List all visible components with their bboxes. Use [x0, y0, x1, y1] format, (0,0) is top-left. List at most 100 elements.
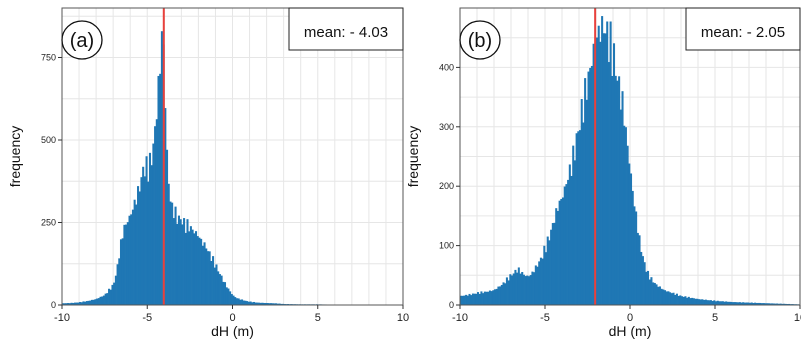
histogram-bar — [672, 292, 675, 305]
histogram-bar — [470, 295, 473, 305]
y-tick-label: 250 — [41, 218, 56, 228]
histogram-bar — [675, 293, 678, 305]
histogram-bar — [155, 119, 158, 306]
histogram-bar — [123, 224, 126, 305]
histogram-bar — [694, 298, 697, 305]
histogram-bar — [521, 272, 524, 305]
x-tick-label: -5 — [142, 312, 152, 324]
histogram-bar — [511, 275, 514, 305]
histogram-bar — [638, 235, 641, 305]
histogram-bar — [79, 302, 82, 305]
histogram-bar — [218, 274, 221, 305]
histogram-bar — [223, 282, 227, 305]
histogram-bar — [626, 145, 629, 305]
histogram-bar — [696, 298, 699, 305]
histogram-bar — [101, 296, 104, 305]
histogram-bar — [271, 303, 274, 305]
histogram-bar — [648, 279, 651, 305]
histogram-bar — [524, 276, 527, 305]
histogram-bar — [482, 293, 485, 305]
histogram-bar — [147, 181, 150, 305]
histogram-bar — [232, 295, 235, 305]
histogram-bar — [725, 301, 728, 305]
histogram-bar — [784, 303, 787, 305]
histogram-bar — [721, 301, 724, 305]
histogram-bar — [488, 290, 491, 305]
histogram-bar — [109, 289, 112, 305]
histogram-bar — [516, 272, 519, 305]
histogram-bar — [203, 242, 206, 305]
histogram-bar — [611, 75, 614, 305]
histogram-bar — [752, 302, 755, 305]
histogram-bar — [140, 177, 143, 305]
histogram-bar — [623, 125, 626, 305]
histogram-bar — [567, 179, 570, 305]
histogram-bar — [230, 294, 233, 305]
histogram-bar — [460, 295, 463, 305]
histogram-bar — [194, 231, 198, 305]
histogram-bar — [684, 296, 687, 305]
histogram-bar — [750, 302, 753, 305]
histogram-bar — [193, 233, 196, 305]
x-axis-label: dH (m) — [211, 323, 254, 339]
histogram-bar — [783, 303, 786, 305]
histogram-bar — [106, 293, 109, 305]
histogram-bar — [558, 200, 561, 305]
histogram-bar — [222, 281, 225, 305]
histogram-bar — [766, 303, 769, 305]
histogram-bar — [747, 302, 750, 305]
histogram-bar — [480, 291, 483, 305]
histogram-bar — [754, 302, 757, 305]
histogram-bars — [62, 31, 404, 306]
histogram-bar — [749, 302, 752, 305]
histogram-bar — [660, 288, 663, 305]
x-tick-label: 0 — [627, 312, 633, 324]
histogram-bar — [692, 298, 695, 305]
x-tick-label: 10 — [794, 312, 801, 324]
histogram-bar — [497, 286, 500, 305]
histogram-bar — [505, 277, 508, 305]
histogram-bar — [774, 303, 777, 305]
histogram-bar — [665, 291, 668, 305]
histogram-bar — [254, 302, 257, 305]
histogram-bar — [548, 240, 551, 305]
histogram-bar — [210, 261, 213, 305]
histogram-bar — [735, 302, 738, 305]
histogram-bar — [597, 25, 600, 305]
histogram-bar — [201, 245, 204, 305]
histogram-bar — [701, 299, 704, 305]
histogram-bar — [541, 258, 544, 305]
histogram-bar — [698, 299, 701, 305]
histogram-bar — [249, 301, 252, 305]
histogram-bar — [160, 31, 163, 305]
histogram-bar — [582, 122, 585, 305]
histogram-bar — [90, 299, 94, 305]
histogram-bar — [478, 293, 481, 305]
histogram-bar — [159, 73, 162, 305]
histogram-bar — [116, 264, 119, 305]
histogram-bar — [641, 256, 644, 305]
histogram-bar — [188, 231, 191, 305]
histogram-bar — [669, 292, 672, 305]
histogram-bar — [562, 197, 565, 305]
histogram-bar — [200, 238, 203, 305]
histogram-bar — [212, 256, 215, 305]
histogram-bar — [596, 37, 599, 305]
histogram-bar — [215, 264, 218, 305]
histogram-bar — [643, 262, 646, 305]
histogram-bar — [718, 301, 721, 305]
histogram-bar — [733, 302, 736, 305]
histogram-bar — [196, 236, 199, 305]
histogram-bar — [125, 224, 128, 305]
histogram-bar — [618, 76, 621, 305]
histogram-bar — [621, 91, 624, 305]
histogram-bar — [579, 130, 582, 305]
histogram-bar — [522, 274, 525, 305]
histogram-bar — [771, 303, 774, 305]
histogram-bar — [539, 257, 542, 305]
histogram-bar — [268, 303, 271, 305]
histogram-bar — [68, 303, 71, 305]
histogram-bar — [662, 289, 665, 305]
histogram-bar — [84, 301, 87, 305]
